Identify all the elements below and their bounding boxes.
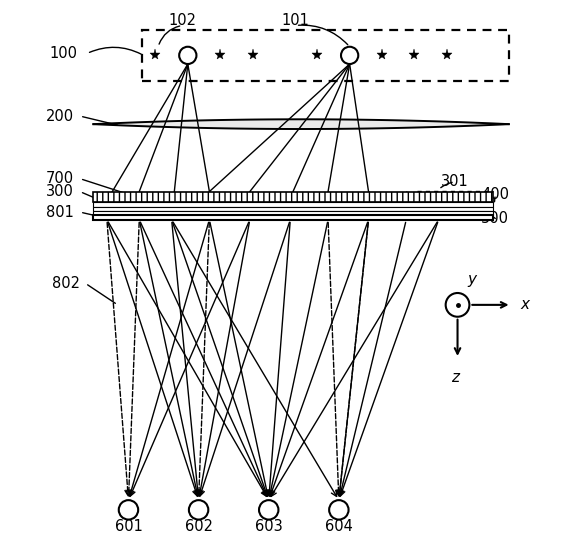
Bar xyxy=(93,192,493,202)
Bar xyxy=(142,30,509,81)
Text: 101: 101 xyxy=(282,13,309,28)
Text: 300: 300 xyxy=(46,184,74,199)
Text: 802: 802 xyxy=(52,276,80,291)
Bar xyxy=(93,207,493,211)
Text: z: z xyxy=(451,370,459,385)
Text: 604: 604 xyxy=(325,518,353,534)
Bar xyxy=(93,215,493,220)
Text: 601: 601 xyxy=(114,518,142,534)
Text: 700: 700 xyxy=(46,171,74,186)
Bar xyxy=(93,202,493,207)
Bar xyxy=(93,211,493,215)
Text: 301: 301 xyxy=(441,174,469,189)
Text: 500: 500 xyxy=(481,211,509,226)
Polygon shape xyxy=(93,119,509,129)
Text: 602: 602 xyxy=(185,518,213,534)
Text: 200: 200 xyxy=(46,108,74,124)
Text: 400: 400 xyxy=(481,187,509,202)
Text: y: y xyxy=(467,271,476,287)
Text: 100: 100 xyxy=(50,46,78,61)
Text: 603: 603 xyxy=(255,518,282,534)
Text: x: x xyxy=(520,298,529,312)
Text: 801: 801 xyxy=(46,204,74,220)
Text: 102: 102 xyxy=(168,13,196,28)
